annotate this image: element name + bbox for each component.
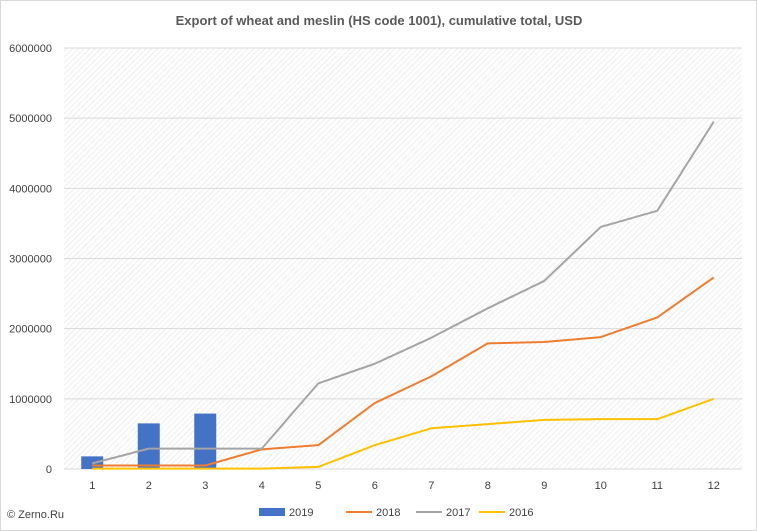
line-series-2018: [92, 276, 715, 467]
legend: 2019 2018 2017 2016: [259, 507, 533, 519]
legend-label-2019: 2019: [289, 507, 313, 519]
y-tick-label: 3000000: [9, 254, 52, 266]
x-tick-label: 11: [652, 480, 663, 492]
y-tick-label: 1000000: [9, 394, 52, 406]
line-series-2016: [92, 397, 715, 470]
bar-2019-2: [137, 423, 160, 469]
x-tick-label: 2: [146, 480, 152, 492]
x-tick-label: 12: [708, 480, 720, 492]
bar-2019-3: [194, 413, 217, 469]
x-tick-label: 1: [89, 480, 95, 492]
x-tick-label: 3: [202, 480, 208, 492]
x-tick-label: 4: [259, 480, 265, 492]
x-tick-label: 8: [485, 480, 491, 492]
y-tick-label: 2000000: [9, 324, 52, 336]
y-tick-label: 4000000: [9, 183, 52, 195]
line-series-2017: [91, 121, 715, 465]
legend-swatch-2019: [259, 508, 285, 516]
x-tick-label: 7: [428, 480, 434, 492]
legend-label-2016: 2016: [509, 507, 533, 519]
y-axis-labels: 0 1000000 2000000 3000000 4000000 5000000 6000…: [9, 43, 52, 476]
x-axis-labels: 1 2 3 4 5 6 7 8 9 10 11 12: [89, 480, 720, 492]
x-tick-label: 6: [372, 480, 378, 492]
y-tick-label: 5000000: [9, 113, 52, 125]
chart-title: Export of wheat and meslin (HS code 1001…: [176, 13, 583, 28]
y-tick-label: 0: [46, 464, 52, 476]
legend-label-2017: 2017: [446, 507, 470, 519]
x-tick-label: 9: [541, 480, 547, 492]
y-tick-label: 6000000: [9, 43, 52, 55]
line-series: [91, 121, 715, 470]
x-tick-label: 5: [315, 480, 321, 492]
source-label: © Zerno.Ru: [7, 509, 64, 521]
legend-label-2018: 2018: [376, 507, 400, 519]
x-tick-label: 10: [595, 480, 607, 492]
